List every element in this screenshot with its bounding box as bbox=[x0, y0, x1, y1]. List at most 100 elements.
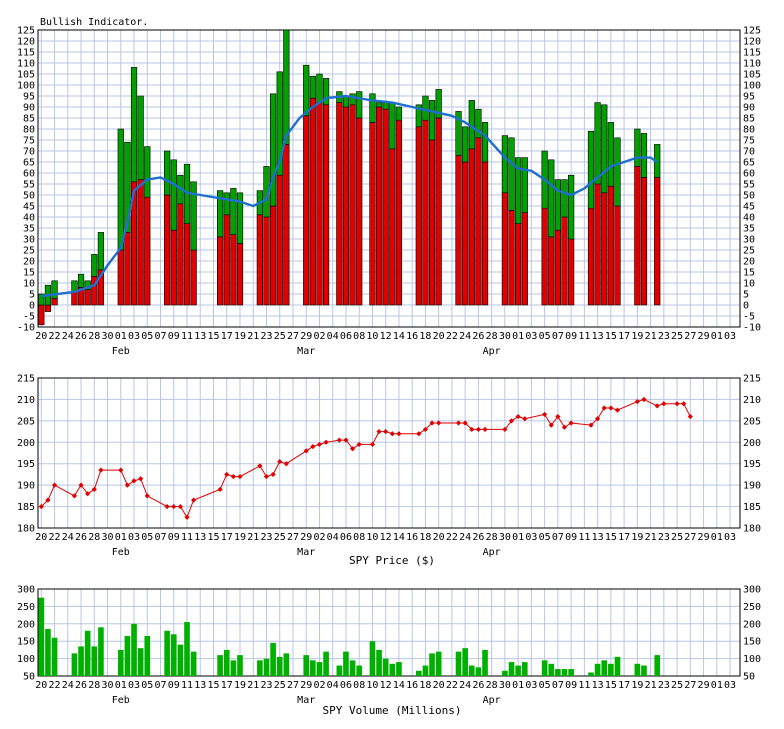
green-bar bbox=[170, 159, 177, 231]
x-tick-label: 22 bbox=[49, 532, 61, 543]
volume-bar bbox=[263, 658, 270, 676]
x-tick-label: 24 bbox=[459, 680, 471, 691]
red-bar bbox=[455, 155, 462, 306]
green-bar bbox=[568, 174, 575, 240]
green-bar bbox=[144, 146, 151, 198]
x-tick-label: 17 bbox=[618, 331, 630, 342]
y-tick-label-right: 60 bbox=[743, 169, 755, 180]
y-tick-label-left: 185 bbox=[17, 502, 35, 513]
y-tick-label-right: -5 bbox=[743, 312, 755, 323]
volume-bar bbox=[177, 644, 184, 676]
green-bar bbox=[369, 93, 376, 123]
volume-bar bbox=[336, 665, 343, 676]
price-point bbox=[131, 478, 137, 484]
y-tick-label-right: 215 bbox=[743, 374, 761, 385]
volume-bar bbox=[45, 629, 51, 676]
price-point bbox=[38, 503, 44, 510]
green-bar bbox=[91, 254, 98, 277]
red-bar bbox=[389, 148, 396, 306]
green-bar bbox=[349, 93, 356, 106]
red-bar bbox=[554, 229, 561, 306]
volume-bar bbox=[98, 627, 104, 676]
x-tick-label: 14 bbox=[393, 331, 405, 342]
volume-bar bbox=[396, 662, 402, 676]
y-tick-label-right: 115 bbox=[743, 48, 761, 59]
green-bar bbox=[587, 130, 595, 209]
x-tick-label: 26 bbox=[75, 680, 87, 691]
x-tick-label: 05 bbox=[141, 331, 153, 342]
y-tick-label-left: 0 bbox=[29, 301, 35, 312]
volume-bar bbox=[601, 660, 608, 676]
y-tick-label-right: 185 bbox=[743, 502, 761, 513]
y-tick-label-left: 250 bbox=[17, 602, 35, 613]
price-point bbox=[614, 407, 621, 413]
x-tick-label: 23 bbox=[260, 532, 272, 543]
x-tick-label: 26 bbox=[75, 532, 87, 543]
red-bar bbox=[183, 223, 191, 306]
x-tick-label: 07 bbox=[552, 680, 564, 691]
price-point bbox=[217, 486, 223, 493]
volume-bar bbox=[257, 660, 263, 676]
green-bar bbox=[269, 93, 277, 207]
plot-area bbox=[38, 589, 740, 676]
x-tick-label: 07 bbox=[552, 331, 564, 342]
price-point bbox=[661, 401, 667, 407]
x-tick-label: 13 bbox=[194, 532, 206, 543]
x-tick-label: 11 bbox=[578, 331, 590, 342]
volume-bar bbox=[137, 648, 144, 676]
price-point bbox=[283, 461, 289, 467]
volume-bar bbox=[316, 662, 323, 676]
x-tick-label: 21 bbox=[645, 680, 657, 691]
x-tick-label: 01 bbox=[115, 331, 127, 342]
red-bar bbox=[415, 126, 422, 306]
y-tick-label-left: 60 bbox=[23, 169, 35, 180]
red-bar bbox=[356, 117, 363, 306]
y-tick-label-left: 110 bbox=[17, 59, 35, 70]
volume-bar bbox=[223, 649, 230, 676]
y-tick-label-right: 150 bbox=[743, 637, 761, 648]
red-bar bbox=[51, 298, 58, 306]
x-tick-label: 02 bbox=[313, 532, 325, 543]
y-tick-label-right: 125 bbox=[743, 26, 761, 37]
price-point bbox=[422, 426, 429, 433]
x-tick-label: 14 bbox=[393, 680, 405, 691]
x-tick-label: 07 bbox=[154, 532, 166, 543]
x-tick-label: 07 bbox=[154, 331, 166, 342]
volume-bar bbox=[323, 651, 329, 676]
green-bar bbox=[501, 135, 509, 194]
x-tick-label: 17 bbox=[221, 331, 233, 342]
y-tick-label-right: 190 bbox=[743, 481, 761, 492]
x-tick-label: 26 bbox=[472, 331, 484, 342]
x-tick-label: 10 bbox=[366, 532, 378, 543]
x-tick-label: 14 bbox=[393, 532, 405, 543]
y-tick-label-right: 5 bbox=[743, 290, 749, 301]
price-point bbox=[263, 473, 270, 480]
x-tick-label: 17 bbox=[618, 680, 630, 691]
price-point bbox=[91, 486, 97, 493]
x-tick-label: 03 bbox=[724, 532, 736, 543]
y-tick-label-right: 105 bbox=[743, 70, 761, 81]
price-point bbox=[85, 491, 91, 497]
green-bar bbox=[223, 192, 230, 216]
green-bar bbox=[217, 190, 224, 238]
x-tick-label: 22 bbox=[446, 331, 458, 342]
x-tick-label: 30 bbox=[499, 331, 511, 342]
x-tick-label: 30 bbox=[499, 680, 511, 691]
price-point bbox=[601, 405, 607, 411]
x-tick-label: 11 bbox=[578, 680, 590, 691]
y-tick-label-right: 30 bbox=[743, 235, 755, 246]
y-tick-label-right: 300 bbox=[743, 585, 761, 596]
price-point bbox=[681, 401, 687, 407]
x-tick-label: 29 bbox=[698, 532, 710, 543]
volume-bar bbox=[51, 637, 58, 676]
x-tick-label: 24 bbox=[62, 532, 74, 543]
y-tick-label-left: 105 bbox=[17, 70, 35, 81]
price-point bbox=[171, 503, 177, 510]
x-tick-label: 29 bbox=[698, 680, 710, 691]
red-bar bbox=[71, 291, 78, 306]
green-bar bbox=[130, 67, 138, 183]
volume-bar bbox=[435, 651, 442, 676]
red-bar bbox=[283, 144, 290, 306]
x-tick-label: 27 bbox=[684, 532, 696, 543]
x-tick-label: 10 bbox=[366, 331, 378, 342]
